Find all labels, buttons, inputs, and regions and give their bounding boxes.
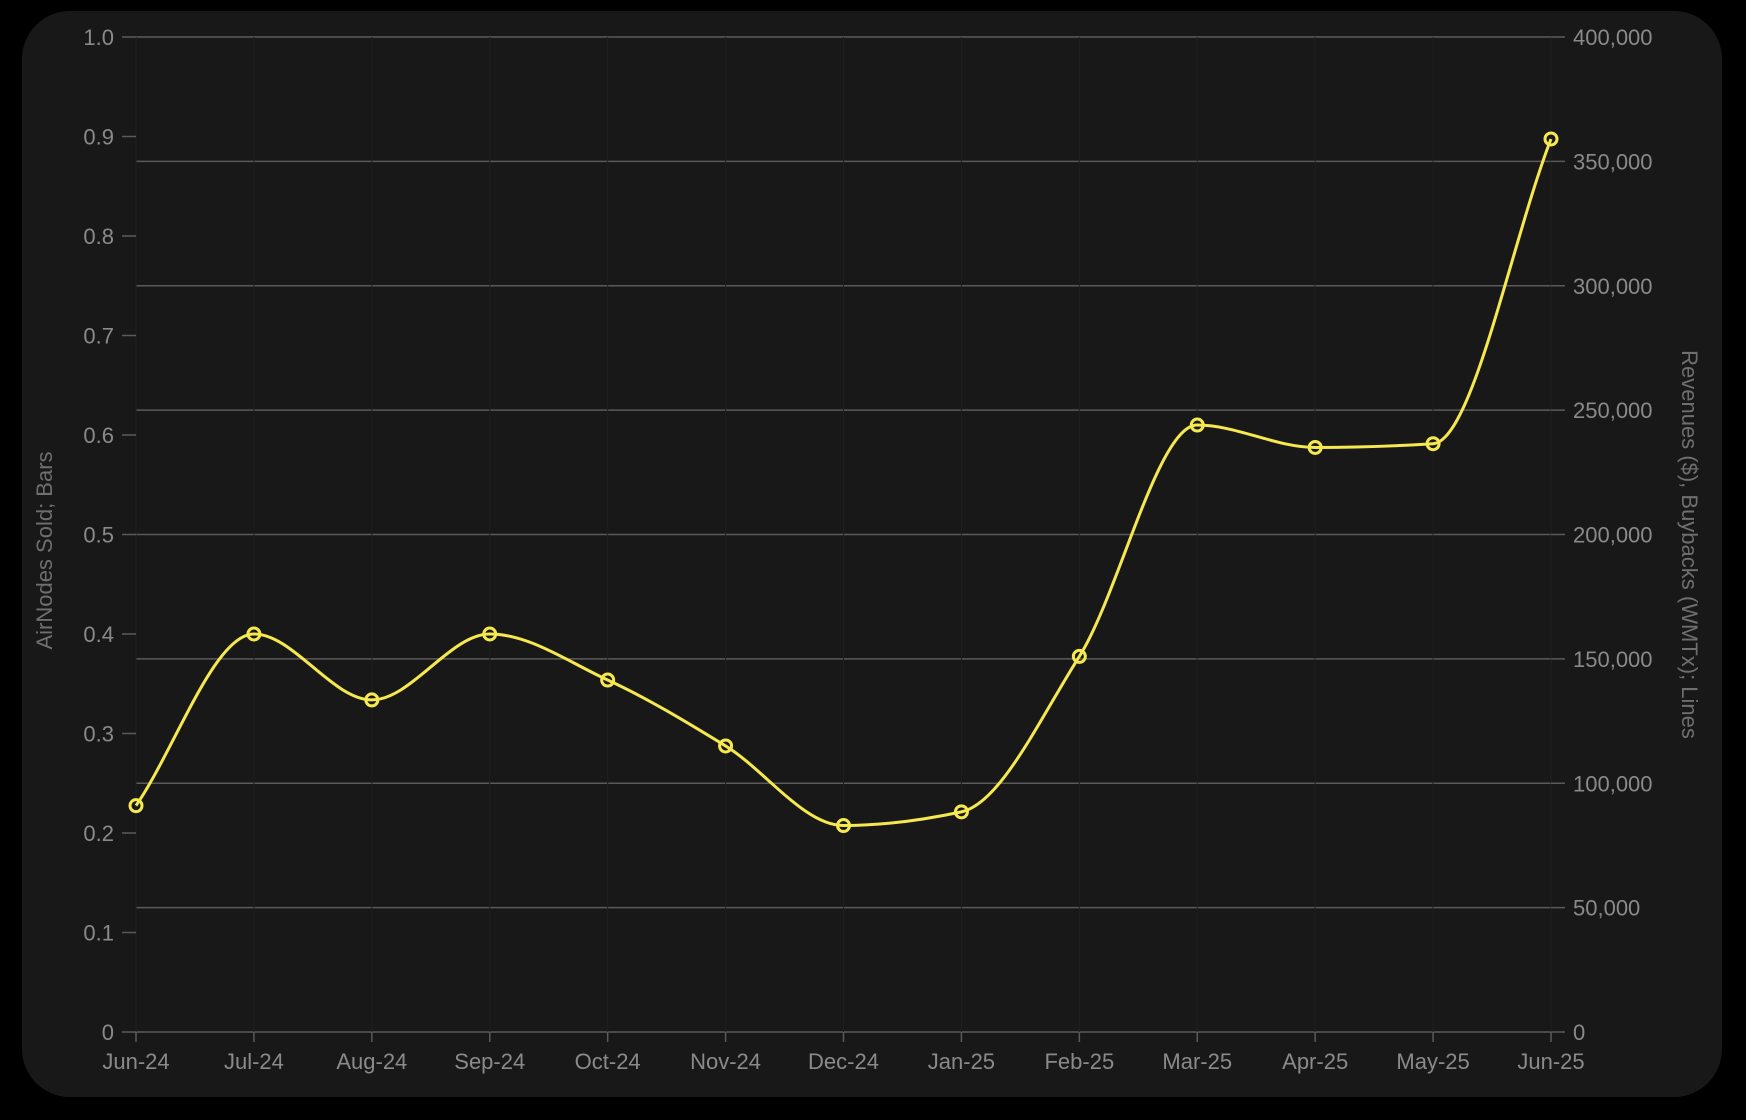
- x-axis: Jun-24 Jul-24 Aug-24 Sep-24 Oct-24 Nov-24 Dec-…: [102, 1032, 1585, 1074]
- x-tick-label: Oct-24: [575, 1049, 641, 1074]
- x-tick-label: Jan-25: [928, 1049, 995, 1074]
- right-axis: 400,000 350,000 300,000 250,000 200,000 150,0…: [1551, 25, 1653, 1045]
- right-axis-title: Revenues ($), Buybacks (WMTx); Lines: [1677, 350, 1702, 739]
- data-point[interactable]: [128, 798, 144, 814]
- x-tick-label: Aug-24: [336, 1049, 407, 1074]
- right-tick-label: 400,000: [1573, 25, 1653, 50]
- left-tick-label: 0: [102, 1020, 114, 1045]
- left-tick-label: 0.4: [83, 622, 114, 647]
- data-point[interactable]: [1071, 648, 1087, 664]
- x-tick-label: Dec-24: [808, 1049, 879, 1074]
- data-point[interactable]: [1543, 131, 1559, 147]
- left-axis: 1.0 0.9 0.8 0.7 0.6 0.5 0.4 0.3 0.2 0.1 0: [83, 25, 136, 1045]
- right-tick-label: 300,000: [1573, 274, 1653, 299]
- data-point[interactable]: [1189, 417, 1205, 433]
- x-tick-label: Feb-25: [1044, 1049, 1114, 1074]
- right-tick-label: 350,000: [1573, 149, 1653, 174]
- left-axis-title: AirNodes Sold; Bars: [32, 451, 57, 649]
- left-tick-label: 0.8: [83, 224, 114, 249]
- data-point[interactable]: [1425, 436, 1441, 452]
- left-tick-label: 0.1: [83, 921, 114, 946]
- data-point[interactable]: [600, 672, 616, 688]
- right-tick-label: 250,000: [1573, 398, 1653, 423]
- left-tick-label: 0.7: [83, 324, 114, 349]
- x-tick-label: May-25: [1396, 1049, 1469, 1074]
- right-tick-label: 0: [1573, 1020, 1585, 1045]
- series-layer: [128, 131, 1559, 834]
- x-tick-label: Mar-25: [1162, 1049, 1232, 1074]
- data-point[interactable]: [364, 692, 380, 708]
- data-point[interactable]: [482, 626, 498, 642]
- right-tick-label: 150,000: [1573, 647, 1653, 672]
- data-point[interactable]: [246, 626, 262, 642]
- x-tick-label: Jun-24: [102, 1049, 169, 1074]
- data-point[interactable]: [718, 738, 734, 754]
- left-tick-label: 0.5: [83, 523, 114, 548]
- data-point[interactable]: [1307, 439, 1323, 455]
- left-tick-label: 0.9: [83, 125, 114, 150]
- chart-card: [22, 11, 1722, 1097]
- data-point[interactable]: [836, 818, 851, 834]
- grid-lines: [135, 36, 1552, 1033]
- x-tick-label: Sep-24: [454, 1049, 525, 1074]
- left-tick-label: 0.6: [83, 423, 114, 448]
- right-tick-label: 200,000: [1573, 523, 1653, 548]
- data-point[interactable]: [953, 804, 969, 820]
- left-tick-label: 0.2: [83, 821, 114, 846]
- x-tick-label: Apr-25: [1282, 1049, 1348, 1074]
- x-tick-label: Jul-24: [224, 1049, 284, 1074]
- left-tick-label: 0.3: [83, 722, 114, 747]
- right-tick-label: 100,000: [1573, 771, 1653, 796]
- x-tick-label: Jun-25: [1517, 1049, 1584, 1074]
- left-tick-label: 1.0: [83, 25, 114, 50]
- right-tick-label: 50,000: [1573, 896, 1640, 921]
- x-tick-label: Nov-24: [690, 1049, 761, 1074]
